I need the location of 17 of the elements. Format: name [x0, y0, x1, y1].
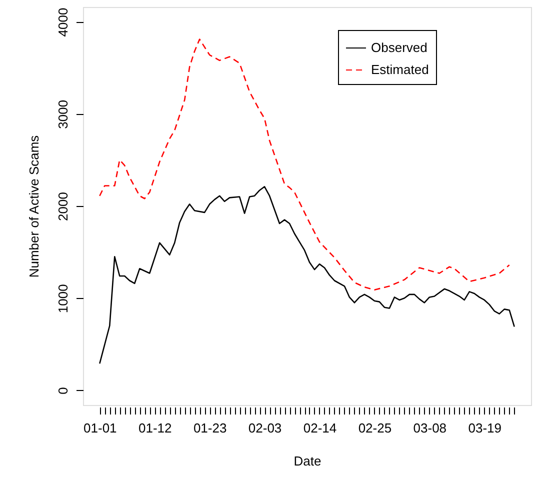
legend-label: Estimated: [371, 62, 429, 77]
y-tick-label: 4000: [56, 8, 70, 37]
x-tick-label: 03-08: [413, 420, 447, 436]
x-axis-title: Date: [294, 454, 322, 468]
x-tick-label: 02-25: [358, 420, 392, 436]
y-axis-title: Number of Active Scams: [26, 134, 42, 278]
x-tick-label: 01-12: [138, 420, 172, 436]
x-tick-label: 02-03: [248, 420, 282, 436]
x-tick-label: 02-14: [303, 420, 337, 436]
y-tick-label: 0: [56, 387, 70, 394]
x-tick-label: 01-01: [84, 420, 117, 436]
x-tick-label: 01-23: [193, 420, 227, 436]
y-tick-label: 1000: [56, 284, 70, 314]
y-tick-label: 3000: [56, 100, 70, 129]
x-tick-label: 03-19: [468, 420, 502, 436]
y-tick-label: 2000: [56, 192, 70, 221]
legend-label: Observed: [371, 40, 428, 55]
